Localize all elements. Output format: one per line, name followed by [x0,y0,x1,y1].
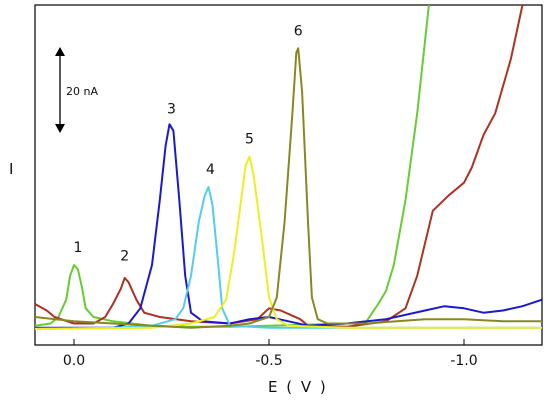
plot-frame [34,4,543,346]
series-6-line [34,47,542,329]
peak-label-4: 4 [206,162,215,178]
x-tick-label: -1.0 [450,353,477,369]
series-2-line [34,4,524,328]
peak-label-2: 2 [120,249,129,265]
scale-bar-arrow-up [55,47,65,56]
peak-label-5: 5 [245,132,254,148]
x-tick-label: 0.0 [63,353,85,369]
peak-label-3: 3 [167,101,176,117]
x-tick-label: -0.5 [255,353,282,369]
peak-label-layer: 1 2 3 4 5 6 [73,23,302,264]
x-tick-layer: 0.0 -0.5 -1.0 [63,339,478,369]
series-4-line [34,186,542,330]
series-layer [34,4,543,330]
series-5-line [34,155,542,330]
y-axis-label: I [9,160,15,178]
x-axis-label: E ( V ) [268,378,328,396]
scale-bar: 20 nA [55,47,98,133]
peak-label-6: 6 [294,23,303,39]
scale-bar-arrow-down [55,124,65,133]
peak-label-1: 1 [73,240,82,256]
series-1-line [34,4,430,328]
scale-bar-label: 20 nA [66,85,98,98]
